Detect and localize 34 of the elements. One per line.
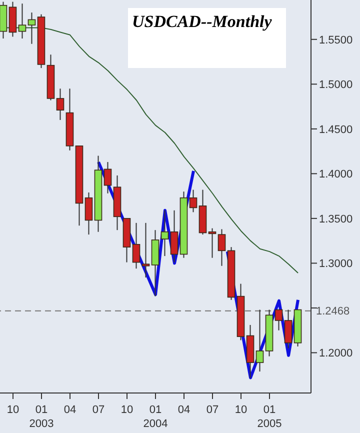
x-tick-label: 04 [178, 404, 190, 416]
ref-line-label: 1.2468 [316, 306, 350, 318]
y-tick-label: 1.4000 [319, 168, 353, 181]
x-tick-label: 01 2005 [257, 404, 282, 430]
candlestick [132, 222, 140, 270]
x-tick-label: 01 2004 [143, 404, 168, 430]
candlestick [170, 210, 178, 263]
x-tick-label: 10 [120, 404, 134, 416]
y-tick-label: 1.2000 [319, 348, 353, 360]
candlestick [142, 222, 150, 278]
y-tick-label: 1.5000 [319, 79, 353, 92]
candlestick [274, 309, 283, 331]
candlestick [28, 12, 36, 44]
x-tick-label: 07 [206, 404, 219, 416]
candlestick [18, 3, 26, 39]
x-tick-label: 01 2003 [29, 404, 54, 430]
y-tick-label: 1.4500 [319, 124, 353, 136]
candlestick [208, 228, 216, 258]
candlestick [189, 189, 198, 213]
x-tick-label: 10 [6, 404, 20, 416]
candlestick [56, 88, 64, 120]
x-tick-label: 07 [92, 404, 105, 416]
y-tick-label: 1.5500 [319, 34, 353, 46]
y-tick-label: 1.3500 [319, 213, 353, 226]
x-tick-label: 10 [234, 404, 248, 416]
y-tick-label: 1.3000 [319, 258, 353, 270]
candlestick [284, 309, 292, 349]
candlestick [218, 228, 226, 266]
candlestick [84, 192, 93, 236]
text: USDCAD--Monthly [132, 12, 272, 32]
candlestick [256, 309, 264, 372]
x-tick-label: 04 [64, 404, 76, 416]
candlestick [160, 210, 169, 257]
candlestick [104, 162, 112, 194]
